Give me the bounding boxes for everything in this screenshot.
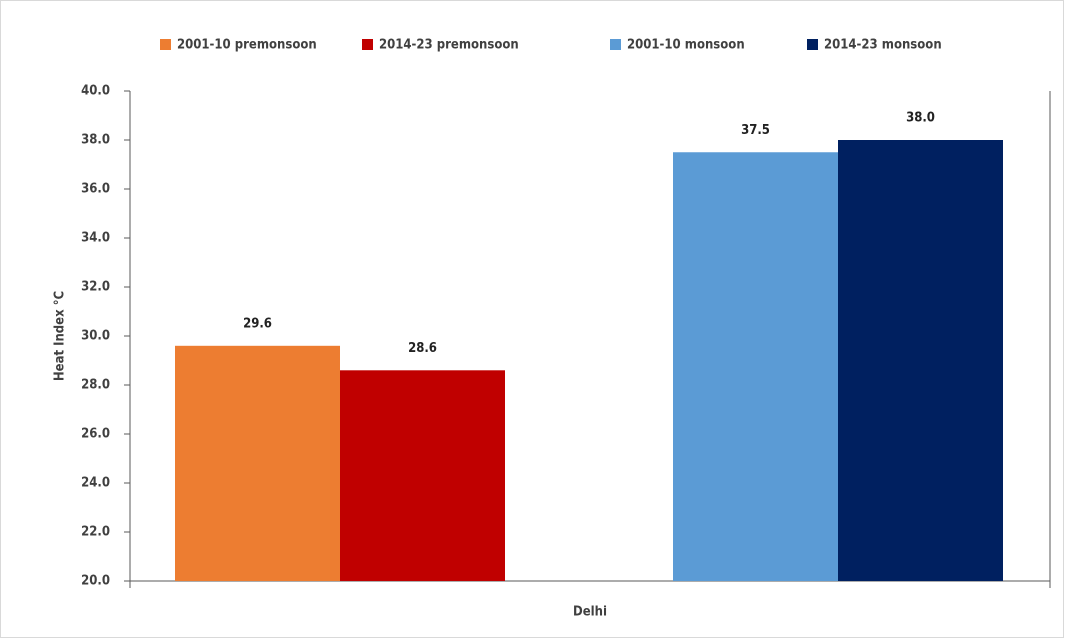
y-tick-label: 36.0 (81, 182, 110, 197)
legend-swatch (610, 39, 621, 50)
legend-swatch (160, 39, 171, 50)
y-tick-label: 30.0 (81, 329, 110, 344)
y-tick-label: 34.0 (81, 231, 110, 246)
data-label: 38.0 (906, 111, 935, 126)
y-tick-label: 38.0 (81, 133, 110, 148)
data-label: 37.5 (741, 123, 770, 138)
legend-swatch (362, 39, 373, 50)
y-tick-label: 22.0 (81, 525, 110, 540)
bar (340, 370, 505, 581)
legend-swatch (807, 39, 818, 50)
y-tick-label: 20.0 (81, 574, 110, 589)
y-tick-label: 26.0 (81, 427, 110, 442)
y-tick-label: 40.0 (81, 84, 110, 99)
y-tick-label: 24.0 (81, 476, 110, 491)
y-axis-title: Heat Index °C (53, 291, 68, 381)
legend-label: 2014-23 monsoon (824, 38, 942, 53)
y-tick-label: 28.0 (81, 378, 110, 393)
bar (175, 345, 340, 581)
legend-label: 2001-10 premonsoon (177, 38, 317, 53)
data-label: 28.6 (408, 341, 437, 356)
bar (838, 140, 1003, 581)
legend-label: 2001-10 monsoon (627, 38, 745, 53)
legend-label: 2014-23 premonsoon (379, 38, 519, 53)
data-label: 29.6 (243, 316, 272, 331)
bar (673, 152, 838, 581)
y-tick-label: 32.0 (81, 280, 110, 295)
x-tick-label: Delhi (573, 605, 607, 620)
